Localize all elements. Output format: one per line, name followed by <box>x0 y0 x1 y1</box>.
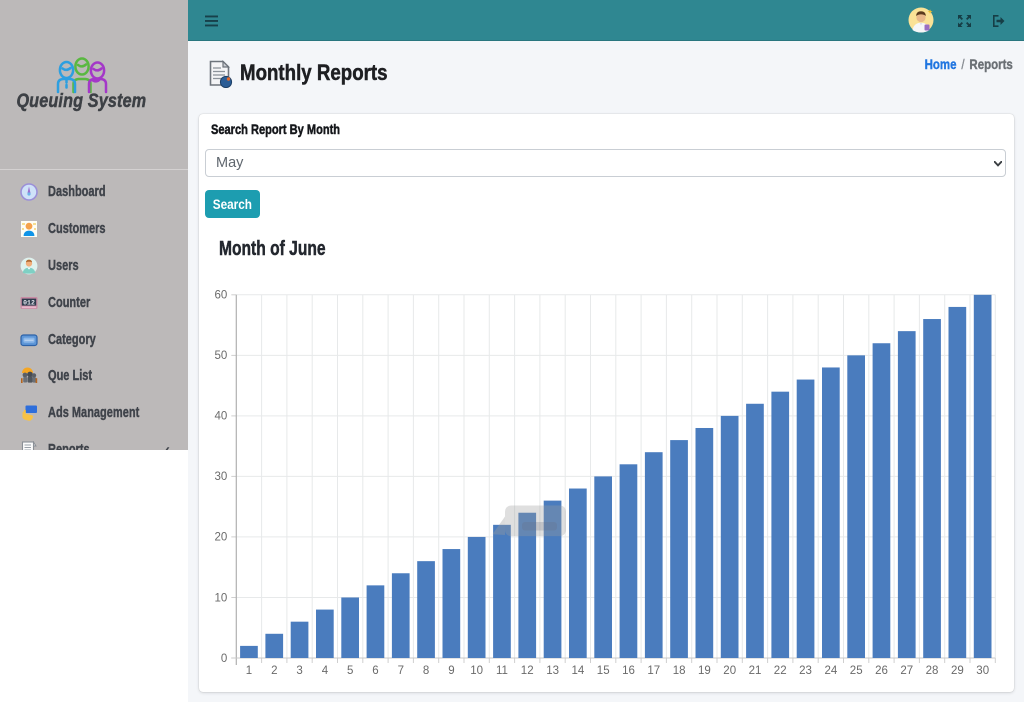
svg-text:18: 18 <box>673 665 686 677</box>
svg-text:27: 27 <box>900 665 913 677</box>
svg-text:9: 9 <box>448 665 454 677</box>
svg-text:29: 29 <box>951 665 964 677</box>
svg-text:21: 21 <box>749 665 762 677</box>
svg-text:13: 13 <box>546 665 559 677</box>
svg-text:20: 20 <box>215 532 228 544</box>
svg-text:12: 12 <box>521 665 534 677</box>
svg-text:22: 22 <box>774 665 787 677</box>
svg-text:4: 4 <box>322 665 329 677</box>
svg-text:20: 20 <box>723 665 736 677</box>
svg-text:6: 6 <box>372 665 378 677</box>
svg-text:17: 17 <box>647 665 660 677</box>
svg-text:28: 28 <box>926 665 939 677</box>
svg-text:14: 14 <box>572 665 585 677</box>
svg-text:40: 40 <box>215 411 228 423</box>
svg-text:15: 15 <box>597 665 610 677</box>
svg-text:25: 25 <box>850 665 863 677</box>
svg-text:60: 60 <box>215 290 228 302</box>
svg-text:10: 10 <box>215 592 228 604</box>
svg-text:16: 16 <box>622 665 635 677</box>
svg-text:30: 30 <box>215 471 228 483</box>
svg-text:10: 10 <box>470 665 483 677</box>
svg-text:012: 012 <box>23 299 35 306</box>
svg-text:24: 24 <box>825 665 838 677</box>
svg-text:30: 30 <box>976 665 989 677</box>
svg-text:23: 23 <box>799 665 812 677</box>
svg-text:3: 3 <box>296 665 302 677</box>
svg-text:8: 8 <box>423 665 429 677</box>
svg-text:11: 11 <box>496 665 508 677</box>
svg-text:19: 19 <box>698 665 711 677</box>
svg-text:5: 5 <box>347 665 353 677</box>
svg-text:26: 26 <box>875 665 888 677</box>
svg-text:0: 0 <box>221 653 227 665</box>
svg-text:1: 1 <box>246 665 252 677</box>
svg-text:50: 50 <box>215 350 228 362</box>
svg-text:7: 7 <box>398 665 404 677</box>
svg-text:2: 2 <box>271 665 277 677</box>
